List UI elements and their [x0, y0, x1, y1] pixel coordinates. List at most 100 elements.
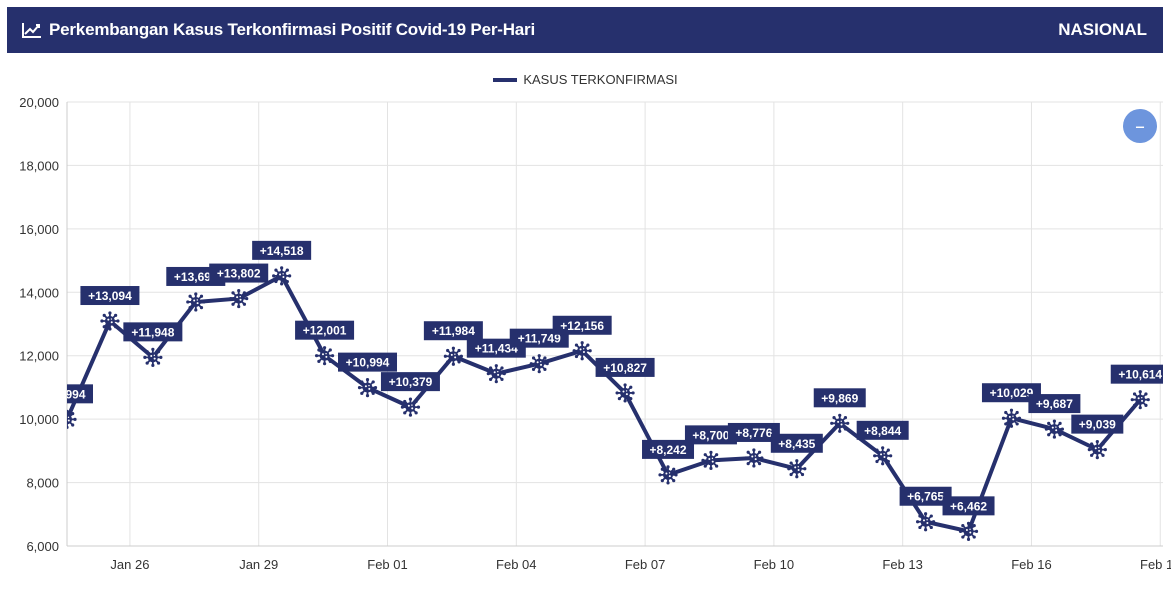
- data-label-box: [552, 315, 612, 335]
- data-label: +13,802: [209, 263, 269, 283]
- virus-icon: [915, 511, 937, 533]
- virus-icon: [357, 377, 379, 399]
- virus-icon: [872, 445, 894, 467]
- data-label-text: +9,687: [1036, 397, 1073, 411]
- virus-icon: [442, 345, 464, 367]
- minus-icon: –: [1135, 114, 1145, 138]
- data-label-text: +12,001: [303, 324, 347, 338]
- data-label-box: [1110, 364, 1163, 384]
- data-label: +9,039: [1071, 414, 1124, 434]
- data-label-text: +8,776: [735, 426, 772, 440]
- data-label-text: +9,869: [821, 391, 858, 405]
- data-label-text: +10,029: [990, 386, 1034, 400]
- data-label-text: +6,462: [950, 499, 987, 513]
- data-label: +9,687: [1028, 394, 1081, 414]
- virus-icon: [142, 346, 164, 368]
- virus-icon: [786, 458, 808, 480]
- y-tick-label: 6,000: [26, 539, 59, 554]
- chart-legend[interactable]: KASUS TERKONFIRMASI: [0, 72, 1171, 87]
- data-label-box: [295, 320, 355, 340]
- data-label: +10,029: [981, 383, 1041, 403]
- axes: 20,000 18,000 16,000 14,000 12,000 10,000 8,00…: [19, 95, 1171, 572]
- data-label-box: [856, 420, 909, 440]
- x-tick-label: Feb 01: [367, 557, 407, 572]
- virus-icon: [528, 353, 550, 375]
- data-label: +12,001: [295, 320, 355, 340]
- legend-label: KASUS TERKONFIRMASI: [523, 72, 678, 87]
- data-label-text: +8,435: [778, 437, 815, 451]
- data-label-box: [338, 352, 398, 372]
- x-tick-label: Feb 07: [625, 557, 665, 572]
- virus-icon: [657, 464, 679, 486]
- data-label: +6,765: [899, 486, 952, 506]
- data-label: +10,827: [595, 357, 655, 377]
- virus-icon: [958, 520, 980, 542]
- data-label-text: +12,156: [560, 319, 604, 333]
- data-label-text: +13,802: [217, 267, 261, 281]
- virus-icon: [1086, 439, 1108, 461]
- x-tick-label: Feb 19: [1140, 557, 1171, 572]
- data-label-box: [981, 383, 1041, 403]
- data-label-text: +10,994: [346, 356, 390, 370]
- data-label-box: [423, 321, 483, 341]
- x-tick-label: Feb 16: [1011, 557, 1051, 572]
- data-label: +9,869: [813, 388, 866, 408]
- data-label-text: +11,749: [518, 332, 561, 346]
- data-label-box: [770, 433, 823, 453]
- data-label-text: +8,844: [864, 424, 901, 438]
- virus-icon: [228, 288, 250, 310]
- data-label-text: +6,765: [907, 490, 944, 504]
- data-label-box: [595, 357, 655, 377]
- virus-icon: [271, 265, 293, 287]
- data-labels: +9,994 +13,094 +11,948 +13,695 +13,802 +14,51…: [48, 240, 1163, 516]
- data-label-box: [252, 240, 312, 260]
- data-label: +8,844: [856, 420, 909, 440]
- header-left: Perkembangan Kasus Terkonfirmasi Positif…: [21, 20, 535, 40]
- legend-swatch: [493, 77, 518, 82]
- data-label: +13,094: [80, 286, 140, 306]
- data-label: +6,462: [942, 496, 995, 516]
- data-label: +10,379: [380, 372, 440, 392]
- data-label: +9,994: [48, 384, 93, 404]
- data-label-text: +10,379: [389, 375, 433, 389]
- data-label-text: +9,994: [48, 387, 85, 401]
- virus-icon: [67, 408, 78, 430]
- chart-header: Perkembangan Kasus Terkonfirmasi Positif…: [7, 7, 1163, 53]
- x-tick-label: Feb 13: [882, 557, 922, 572]
- y-tick-label: 8,000: [26, 476, 59, 491]
- data-label-box: [380, 372, 440, 392]
- virus-icon: [829, 412, 851, 434]
- data-label-box: [813, 388, 866, 408]
- zoom-reset-button[interactable]: –: [1123, 109, 1157, 143]
- data-label: +8,435: [770, 433, 823, 453]
- data-label-box: [727, 422, 780, 442]
- virus-icon: [314, 345, 336, 367]
- virus-icon: [99, 310, 121, 332]
- data-label-text: +13,695: [174, 270, 218, 284]
- data-label: +8,776: [727, 422, 780, 442]
- data-label: +10,614: [1110, 364, 1163, 384]
- data-label-text: +9,039: [1079, 418, 1116, 432]
- data-label-box: [899, 486, 952, 506]
- y-tick-label: 16,000: [19, 222, 59, 237]
- data-label-box: [684, 425, 737, 445]
- virus-icon: [743, 447, 765, 469]
- data-label: +11,948: [123, 322, 183, 342]
- data-label-text: +10,827: [603, 361, 647, 375]
- x-tick-label: Jan 29: [239, 557, 278, 572]
- data-label-box: [67, 384, 93, 404]
- virus-icon: [1043, 418, 1065, 440]
- data-label-text: +11,434: [475, 342, 518, 356]
- data-label-box: [942, 496, 995, 516]
- grid: [67, 101, 1163, 547]
- series-line: [67, 273, 1142, 534]
- data-label-box: [209, 263, 269, 283]
- page-title: Perkembangan Kasus Terkonfirmasi Positif…: [49, 20, 535, 39]
- x-tick-label: Feb 10: [754, 557, 794, 572]
- data-label-text: +10,614: [1118, 368, 1162, 382]
- data-label: +11,984: [423, 321, 483, 341]
- line-chart-icon: [22, 23, 41, 38]
- data-label-box: [80, 286, 140, 306]
- data-label: +8,700: [684, 425, 737, 445]
- virus-icon: [485, 363, 507, 385]
